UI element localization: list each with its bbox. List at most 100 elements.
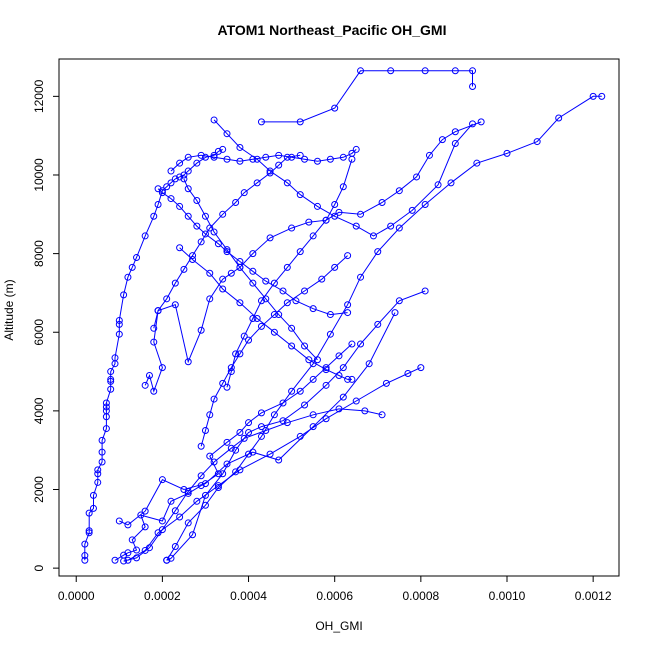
data-point: [283, 299, 291, 307]
data-point: [249, 279, 257, 287]
data-point: [184, 185, 192, 193]
data-point: [288, 153, 296, 161]
data-point: [133, 554, 141, 562]
y-axis-label: Altitude (m): [2, 279, 16, 340]
data-point: [141, 523, 149, 531]
data-point: [120, 557, 128, 565]
data-point: [189, 531, 197, 539]
data-point: [163, 556, 171, 564]
data-point: [451, 140, 459, 148]
data-point: [201, 212, 209, 220]
x-tick-label: 0.0008: [402, 589, 439, 603]
data-point: [184, 153, 192, 161]
series-line-17: [170, 149, 357, 172]
series-line-12: [261, 70, 473, 123]
data-point: [279, 417, 287, 425]
data-point: [357, 340, 365, 348]
data-point: [322, 364, 330, 372]
data-point: [180, 175, 188, 183]
data-point: [214, 470, 222, 478]
data-point: [201, 491, 209, 499]
series-line-4: [127, 367, 422, 561]
series-line-2: [114, 343, 353, 561]
data-point: [309, 232, 317, 240]
data-point: [326, 330, 334, 338]
data-point: [236, 143, 244, 151]
data-point: [309, 423, 317, 431]
series-line-15: [226, 159, 353, 388]
data-point: [257, 297, 265, 305]
data-point: [141, 381, 149, 389]
data-point: [413, 173, 421, 181]
data-point: [206, 224, 214, 232]
data-point: [206, 411, 214, 419]
data-point: [270, 328, 278, 336]
data-point: [301, 401, 309, 409]
data-point: [236, 428, 244, 436]
data-point: [197, 472, 205, 480]
data-point: [425, 151, 433, 159]
data-point: [98, 458, 106, 466]
data-point: [158, 517, 166, 525]
data-point: [296, 432, 304, 440]
y-tick-label: 0: [32, 564, 46, 571]
data-point: [344, 252, 352, 260]
data-point: [469, 67, 477, 75]
data-point: [339, 393, 347, 401]
data-point: [245, 336, 253, 344]
data-point: [262, 153, 270, 161]
series-line-14: [183, 178, 318, 361]
data-point: [115, 517, 123, 525]
data-point: [189, 256, 197, 264]
data-point: [201, 153, 209, 161]
data-point: [81, 556, 89, 564]
data-point: [357, 210, 365, 218]
data-point: [447, 179, 455, 187]
data-point: [236, 263, 244, 271]
data-point: [240, 434, 248, 442]
data-point: [357, 67, 365, 75]
data-point: [210, 151, 218, 159]
data-point: [214, 484, 222, 492]
data-point: [283, 263, 291, 271]
data-point: [408, 206, 416, 214]
series-line-11: [213, 119, 473, 237]
data-point: [206, 269, 214, 277]
data-point: [339, 183, 347, 191]
x-tick-label: 0.0010: [489, 589, 526, 603]
data-point: [158, 187, 166, 195]
data-point: [176, 202, 184, 210]
data-point: [387, 222, 395, 230]
data-point: [223, 438, 231, 446]
data-point: [309, 411, 317, 419]
data-point: [417, 364, 425, 372]
data-point: [301, 287, 309, 295]
data-point: [262, 295, 270, 303]
series-line-7: [166, 95, 602, 561]
data-point: [223, 383, 231, 391]
data-point: [348, 340, 356, 348]
data-point: [150, 212, 158, 220]
data-point: [137, 511, 145, 519]
data-point: [176, 513, 184, 521]
data-point: [266, 450, 274, 458]
data-point: [331, 212, 339, 220]
data-point: [348, 149, 356, 157]
data-point: [128, 536, 136, 544]
data-point: [219, 145, 227, 153]
data-point: [279, 399, 287, 407]
data-point: [141, 507, 149, 515]
data-point: [150, 338, 158, 346]
data-point: [369, 232, 377, 240]
data-point: [270, 411, 278, 419]
data-point: [163, 295, 171, 303]
y-tick-label: 4000: [32, 397, 46, 424]
data-point: [206, 452, 214, 460]
data-point: [210, 116, 218, 124]
data-point: [102, 407, 110, 415]
data-point: [115, 330, 123, 338]
data-point: [275, 161, 283, 169]
data-point: [305, 218, 313, 226]
data-point: [232, 350, 240, 358]
data-point: [201, 427, 209, 435]
